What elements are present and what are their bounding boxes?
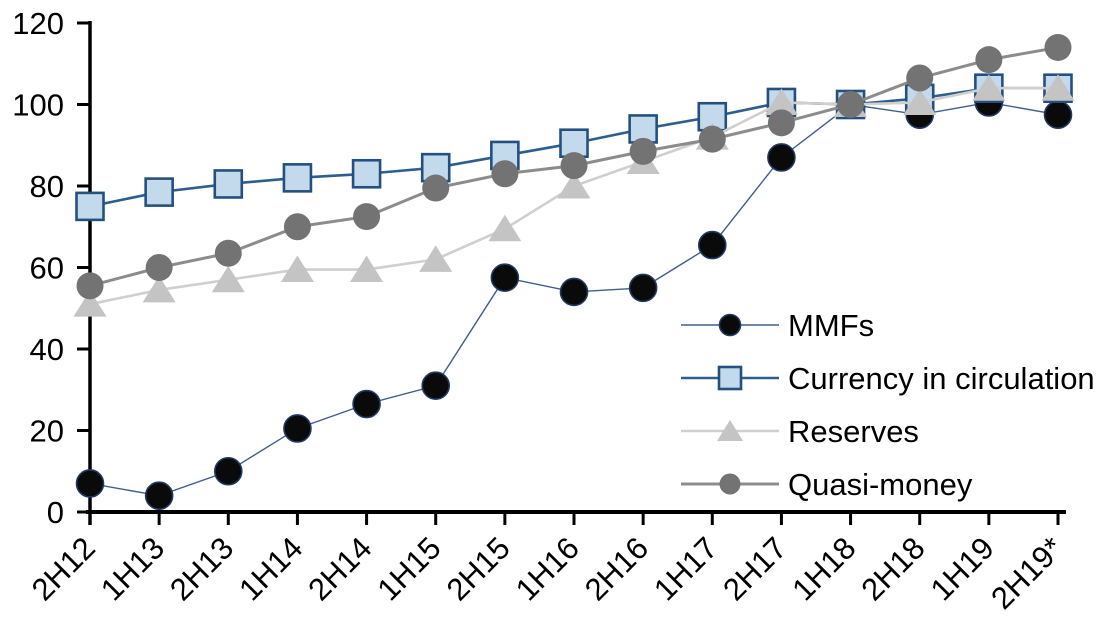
marker-triangle-reserves — [419, 245, 453, 272]
marker-circle-mmfs — [490, 263, 520, 292]
marker-circle-quasi-money — [353, 203, 381, 231]
x-axis-tick-label: 1H18 — [785, 530, 862, 607]
x-axis-tick-label: 2H15 — [440, 530, 517, 607]
y-axis-tick-label: 0 — [47, 495, 64, 530]
marker-circle-mmfs — [767, 143, 796, 172]
x-axis-tick-label: 1H13 — [94, 530, 171, 607]
marker-square-currency-in-circulation — [75, 191, 105, 222]
marker-triangle-reserves — [764, 88, 798, 115]
x-axis-tick-label: 2H14 — [301, 530, 378, 607]
x-axis-tick-label: 1H15 — [371, 530, 448, 607]
marker-triangle-reserves — [142, 275, 176, 303]
x-axis-tick-label: 1H14 — [232, 530, 309, 607]
marker-circle-quasi-money — [491, 160, 519, 188]
marker-circle-quasi-money — [283, 213, 311, 241]
x-axis-tick-label: 2H17 — [716, 530, 793, 607]
marker-circle-quasi-money — [560, 152, 588, 180]
y-axis-tick-label: 40 — [30, 332, 64, 367]
marker-triangle-reserves — [717, 420, 743, 441]
legend-label-mmfs: MMFs — [788, 308, 874, 343]
marker-square-currency-in-circulation — [282, 163, 313, 193]
x-axis-tick-label: 2H12 — [25, 530, 102, 607]
marker-triangle-reserves — [972, 74, 1006, 101]
marker-circle-mmfs — [628, 273, 658, 303]
marker-triangle-reserves — [280, 255, 314, 283]
marker-circle-quasi-money — [76, 272, 104, 300]
marker-circle-quasi-money — [214, 239, 242, 267]
marker-triangle-reserves — [557, 172, 591, 199]
legend-item-quasi-money: Quasi-money — [681, 467, 973, 502]
marker-circle-mmfs — [283, 414, 312, 443]
series-quasi-money — [76, 33, 1072, 300]
marker-circle-mmfs — [697, 230, 727, 260]
y-axis-tick-label: 60 — [30, 251, 64, 286]
marker-circle-quasi-money — [906, 64, 934, 92]
marker-triangle-reserves — [211, 265, 245, 293]
x-axis-tick-label: 2H19* — [984, 530, 1070, 616]
marker-circle-quasi-money — [629, 137, 657, 165]
marker-square-currency-in-circulation — [144, 177, 174, 207]
marker-circle-mmfs — [718, 313, 742, 337]
marker-circle-quasi-money — [767, 109, 795, 137]
marker-circle-quasi-money — [698, 125, 726, 153]
marker-triangle-reserves — [73, 290, 107, 317]
marker-circle-mmfs — [1043, 100, 1073, 129]
marker-circle-mmfs — [213, 456, 243, 486]
legend: MMFs Currency in circulation Reserves Quasi… — [681, 308, 1095, 502]
x-axis-tick-label: 1H17 — [647, 530, 724, 607]
marker-triangle-reserves — [488, 214, 522, 242]
legend-item-reserves: Reserves — [681, 414, 919, 449]
x-axis-tick-label: 1H16 — [509, 530, 586, 607]
marker-square-currency-in-circulation — [213, 169, 244, 199]
marker-circle-quasi-money — [145, 254, 173, 281]
x-axis-tick-label: 2H16 — [578, 530, 655, 607]
marker-circle-quasi-money — [1044, 33, 1072, 61]
legend-item-currency-in-circulation: Currency in circulation — [681, 361, 1095, 396]
marker-circle-mmfs — [75, 469, 105, 498]
y-axis-tick-label: 100 — [12, 88, 64, 123]
marker-circle-mmfs — [144, 481, 174, 511]
marker-triangle-reserves — [903, 88, 937, 115]
legend-label-quasi-money: Quasi-money — [788, 467, 973, 502]
marker-circle-mmfs — [559, 277, 589, 307]
y-axis-tick-label: 80 — [30, 169, 64, 204]
marker-circle-quasi-money — [837, 91, 865, 118]
legend-item-mmfs: MMFs — [681, 308, 874, 343]
y-axis-tick-label: 120 — [12, 6, 64, 41]
x-axis-tick-label: 2H18 — [855, 530, 932, 607]
y-axis-tick-label: 20 — [30, 414, 64, 449]
marker-square-currency-in-circulation — [351, 158, 382, 189]
legend-label-reserves: Reserves — [788, 414, 919, 449]
marker-triangle-reserves — [350, 255, 384, 283]
marker-circle-quasi-money — [719, 473, 741, 495]
marker-circle-quasi-money — [975, 46, 1003, 74]
marker-triangle-reserves — [1041, 74, 1075, 101]
marker-square-currency-in-circulation — [717, 365, 743, 391]
legend-label-currency-in-circulation: Currency in circulation — [788, 361, 1095, 396]
marker-circle-mmfs — [421, 371, 451, 400]
marker-circle-mmfs — [352, 389, 381, 419]
x-axis-tick-label: 2H13 — [163, 530, 240, 607]
marker-circle-quasi-money — [422, 174, 450, 202]
